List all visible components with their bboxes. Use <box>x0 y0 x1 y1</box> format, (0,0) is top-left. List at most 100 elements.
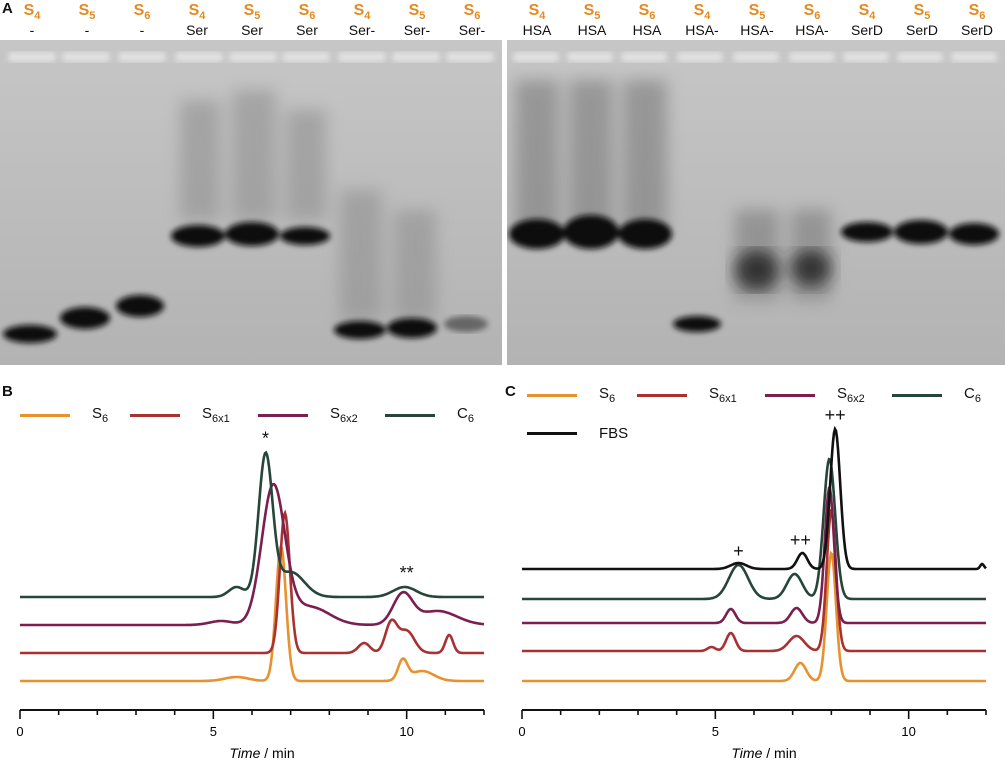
series-line-c6 <box>20 450 484 599</box>
sample-label: S5 <box>913 2 931 23</box>
legend-label: S6 <box>599 385 616 405</box>
treatment-label: HSA- <box>685 22 719 38</box>
gel-lane-label: S6 Ser <box>279 2 335 40</box>
series-line-c6 <box>522 457 986 601</box>
x-axis-label: Time / min <box>229 745 294 761</box>
treatment-label: SerD <box>961 22 993 38</box>
gel-lane-label: S5 Ser <box>224 2 280 40</box>
gel-lane-label: S4 SerD <box>839 2 895 40</box>
legend-item-s6x2: S6x2 <box>765 385 865 405</box>
gel-right-svg <box>507 40 1005 365</box>
treatment-label: SerD <box>906 22 938 38</box>
treatment-label: Ser <box>186 22 208 38</box>
gel-left-svg <box>0 40 502 365</box>
treatment-label: - <box>29 22 35 38</box>
peak-annotation: ++ <box>825 405 846 425</box>
sample-label: S4 <box>693 2 711 23</box>
gel-lane-label: S5 HSA <box>564 2 620 40</box>
panel-label-b: B <box>2 383 13 400</box>
legend-swatch <box>130 413 180 417</box>
sample-label: S6 <box>968 2 986 23</box>
gel-lane-label: S6 SerD <box>949 2 1005 40</box>
sample-label: S6 <box>638 2 656 23</box>
legend-label: S6x1 <box>202 405 230 425</box>
series-line-s6 <box>522 550 986 683</box>
gel-lane-label: S4 Ser- <box>334 2 390 40</box>
sample-label: S4 <box>353 2 371 23</box>
legend-item-c6: C6 <box>892 385 981 405</box>
legend-swatch <box>527 432 577 435</box>
legend-item-s6: S6 <box>527 385 615 405</box>
legend-swatch <box>637 393 687 397</box>
x-tick-label: 0 <box>16 724 23 739</box>
sample-label: S4 <box>528 2 546 23</box>
gel-lane-label: S4 HSA <box>509 2 565 40</box>
legend-item-c6: C6 <box>385 405 474 425</box>
x-tick-label: 0 <box>518 724 525 739</box>
sample-label: S4 <box>23 2 41 23</box>
sample-label: S5 <box>243 2 261 23</box>
legend-swatch <box>892 393 942 397</box>
peak-annotation: ++ <box>790 530 811 550</box>
treatment-label: Ser <box>296 22 318 38</box>
panel-label-c: C <box>505 383 516 400</box>
legend-label: S6x1 <box>709 385 737 405</box>
sample-label: S5 <box>78 2 96 23</box>
x-axis-label: Time / min <box>731 745 796 761</box>
treatment-label: - <box>84 22 90 38</box>
x-tick-label: 5 <box>210 724 217 739</box>
series-line-s6x1 <box>20 509 484 655</box>
series-line-fbs <box>522 425 987 571</box>
sample-label: S5 <box>748 2 766 23</box>
panel-label-a: A <box>2 0 13 17</box>
x-tick-label: 10 <box>399 724 413 739</box>
gel-lane-label: S5 Ser- <box>389 2 445 40</box>
legend-item-s6: S6 <box>20 405 108 425</box>
legend-item-s6x1: S6x1 <box>637 385 737 405</box>
gel-lane-label: S5- <box>59 2 115 40</box>
legend-label: FBS <box>599 425 629 442</box>
sample-label: S6 <box>463 2 481 23</box>
peak-annotation: ** <box>400 563 414 583</box>
series-line-s6x2 <box>20 482 485 627</box>
gel-lane-label: S6- <box>114 2 170 40</box>
x-tick-label: 10 <box>901 724 915 739</box>
treatment-label: HSA <box>632 22 662 38</box>
sample-label: S6 <box>133 2 151 23</box>
legend-label: C6 <box>457 405 474 425</box>
treatment-label: Ser <box>241 22 263 38</box>
gel-lane-label: S4 Ser <box>169 2 225 40</box>
legend-item-s6x1: S6x1 <box>130 405 230 425</box>
treatment-label: Ser- <box>458 22 486 38</box>
treatment-label: Ser- <box>348 22 376 38</box>
sample-label: S5 <box>583 2 601 23</box>
gel-lane-label: S4 HSA- <box>674 2 730 40</box>
x-tick-label: 5 <box>712 724 719 739</box>
series-line-s6x2 <box>522 486 986 625</box>
series-line-s6 <box>20 542 484 683</box>
treatment-label: HSA- <box>795 22 829 38</box>
gel-lane-label: S5 HSA- <box>729 2 785 40</box>
peak-annotation: + <box>733 541 744 561</box>
legend-swatch <box>20 413 70 417</box>
legend-item-s6x2: S6x2 <box>258 405 358 425</box>
legend-swatch <box>527 393 577 397</box>
sample-label: S6 <box>803 2 821 23</box>
legend-label: C6 <box>964 385 981 405</box>
gel-image-left <box>0 40 502 365</box>
gel-lane-label: S4- <box>4 2 60 40</box>
legend-item-fbs: FBS <box>527 425 628 442</box>
sample-label: S4 <box>858 2 876 23</box>
sample-label: S6 <box>298 2 316 23</box>
treatment-label: HSA <box>577 22 607 38</box>
legend-label: S6x2 <box>330 405 358 425</box>
peak-annotation: * <box>262 429 269 449</box>
legend-swatch <box>258 413 308 417</box>
gel-image-right <box>507 40 1005 365</box>
legend-label: S6x2 <box>837 385 865 405</box>
sample-label: S5 <box>408 2 426 23</box>
legend-label: S6 <box>92 405 109 425</box>
treatment-label: SerD <box>851 22 883 38</box>
